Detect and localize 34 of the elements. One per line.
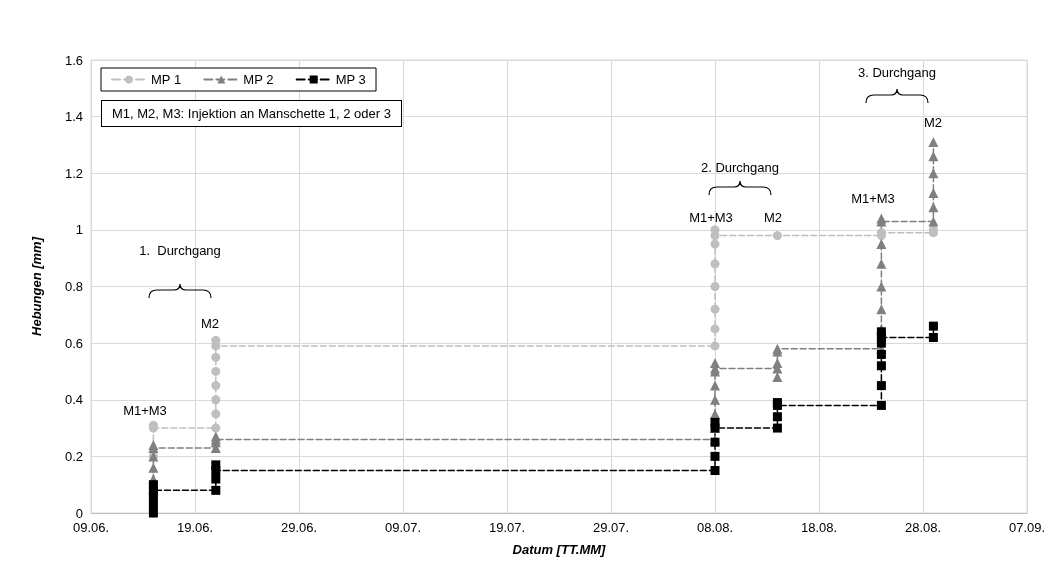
y-tick-label: 0.8 xyxy=(64,279,83,294)
legend-label: MP 3 xyxy=(335,72,366,87)
y-tick-label: 1 xyxy=(75,222,83,238)
x-tick-label: 28.08. xyxy=(904,520,942,535)
x-tick-label: 18.08. xyxy=(800,520,838,535)
x-tick-label: 09.07. xyxy=(384,520,422,535)
annotation: M1+M3 xyxy=(851,190,895,206)
y-tick-label: 0.2 xyxy=(64,448,83,464)
annotation: M2 xyxy=(200,315,220,331)
annotation: M2 xyxy=(923,114,943,130)
x-tick-label: 07.09. xyxy=(1008,520,1046,535)
y-axis-title: Hebungen [mm] xyxy=(29,236,44,336)
y-tick-label: 1.4 xyxy=(64,109,83,125)
x-tick-label: 19.07. xyxy=(488,520,526,535)
annotation: M1+M3 xyxy=(689,209,733,225)
x-tick-label: 19.06. xyxy=(176,520,214,535)
annotation: 2. Durchgang xyxy=(700,159,780,175)
legend-label: MP 2 xyxy=(243,72,274,87)
y-tick-label: 0.4 xyxy=(64,392,83,408)
y-tick-label: 1.2 xyxy=(64,165,83,181)
y-tick-label: 1.6 xyxy=(64,52,83,68)
annotation: 3. Durchgang xyxy=(857,64,937,80)
y-tick-label: 0.6 xyxy=(64,335,83,351)
annotation: 1. Durchgang xyxy=(139,242,221,258)
x-tick-label: 29.06. xyxy=(280,520,318,535)
x-tick-label: 09.06. xyxy=(72,520,110,535)
annotation: M1, M2, M3: Injektion an Manschette 1, 2 oder 3 xyxy=(101,100,402,127)
x-axis-title: Datum [TT.MM] xyxy=(512,542,607,557)
y-tick-label: 0 xyxy=(75,505,83,521)
x-tick-label: 29.07. xyxy=(592,520,630,535)
x-tick-label: 08.08. xyxy=(696,520,734,535)
annotation: M2 xyxy=(763,209,783,225)
annotation: M1+M3 xyxy=(123,402,167,418)
legend-label: MP 1 xyxy=(151,72,182,87)
